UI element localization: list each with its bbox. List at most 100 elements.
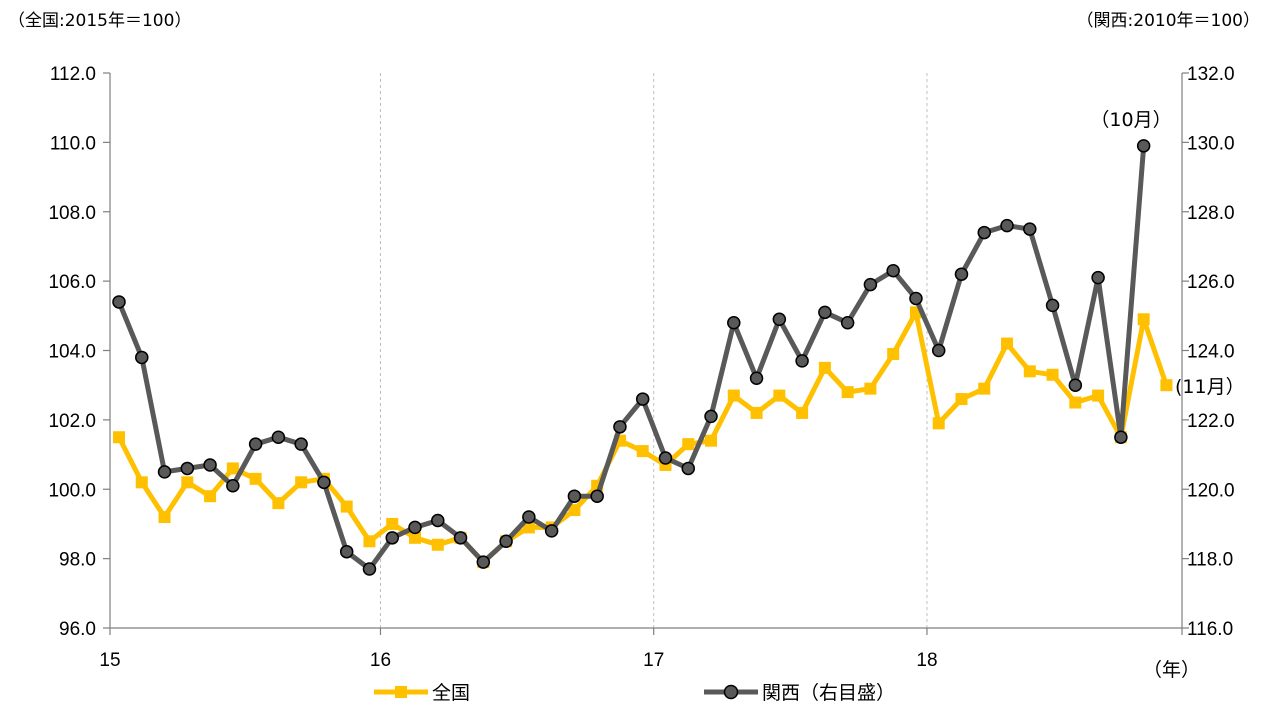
data-point-zenkoku [705,434,718,447]
data-point-kansai [1091,270,1105,285]
data-point-zenkoku [750,406,763,419]
data-point-kansai [1045,298,1060,313]
tick-labels: 96.0 98.0 100.0 102.0 104.0 106.0 108.0 110.0 11… [48,64,1234,671]
right-y-tick-label: 132.0 [1187,64,1235,85]
data-point-zenkoku [841,386,854,399]
data-point-zenkoku [1001,337,1014,350]
data-point-kansai [909,291,923,306]
data-point-zenkoku [135,476,148,489]
data-point-zenkoku [1069,396,1082,409]
data-point-kansai [1000,218,1014,233]
x-tick-label: 15 [99,650,120,671]
data-point-kansai [863,277,878,292]
data-point-kansai [954,267,969,281]
data-point-kansai [317,475,331,490]
legend-item-kansai: 関西（右目盛） [704,682,895,704]
data-point-kansai [749,371,764,385]
data-point-zenkoku [636,445,649,458]
data-point-kansai [886,263,900,278]
data-point-zenkoku [682,438,695,451]
legend: 全国 関西（右目盛） [374,682,895,704]
data-point-zenkoku [295,476,308,489]
right-y-tick-label: 126.0 [1187,272,1235,293]
x-tick-label: 18 [916,650,937,671]
data-point-kansai [681,461,695,476]
data-point-zenkoku [363,535,376,548]
legend-marker-kansai [723,684,739,700]
data-point-zenkoku [1023,365,1036,378]
left-y-tick-label: 112.0 [50,64,96,85]
data-point-zenkoku [158,511,171,523]
data-point-kansai [408,520,422,535]
data-point-zenkoku [978,382,991,395]
left-y-tick-label: 96.0 [59,619,96,640]
data-point-zenkoku [932,417,945,430]
data-point-kansai [1114,430,1128,444]
annotation-october: （10月） [1090,109,1171,131]
data-point-kansai [180,461,195,476]
data-point-zenkoku [272,497,285,510]
data-point-zenkoku [204,490,217,503]
data-point-kansai [453,531,468,545]
legend-label-kansai: 関西（右目盛） [762,682,895,704]
data-point-zenkoku [386,517,399,530]
left-y-tick-label: 100.0 [48,480,96,501]
data-point-kansai [795,354,809,368]
data-point-kansai [1068,378,1083,392]
right-axis-unit-label: （関西:2010年＝100） [1077,11,1260,31]
legend-marker-zenkoku [395,686,407,698]
data-point-kansai [362,562,377,576]
data-point-kansai [590,489,604,503]
data-point-kansai [294,437,308,451]
data-point-kansai [544,524,559,538]
left-y-tick-label: 104.0 [48,342,96,363]
left-y-tick-label: 108.0 [48,203,96,224]
data-point-zenkoku [431,538,444,551]
series-layer [112,139,1173,576]
data-point-kansai [157,465,172,479]
data-point-kansai [977,225,992,240]
data-point-zenkoku [796,406,809,419]
axes [103,72,1189,635]
data-point-zenkoku [1160,379,1173,392]
vertical-gridlines [379,73,928,628]
data-point-zenkoku [568,504,581,517]
data-point-kansai [704,409,718,424]
data-point-kansai [1023,222,1037,236]
data-point-zenkoku [181,476,194,489]
data-point-kansai [271,430,286,444]
legend-item-zenkoku: 全国 [374,682,470,704]
left-axis-unit-label: （全国:2015年＝100） [8,11,191,31]
right-y-tick-label: 130.0 [1187,133,1235,154]
right-y-tick-label: 122.0 [1187,411,1235,432]
data-point-zenkoku [340,500,353,513]
data-point-kansai [522,510,536,524]
right-y-tick-label: 124.0 [1187,342,1235,363]
data-point-zenkoku [113,431,125,444]
left-y-tick-label: 102.0 [48,411,96,432]
data-point-kansai [613,420,627,434]
data-point-zenkoku [864,382,877,395]
data-point-kansai [567,489,582,503]
data-point-zenkoku [249,472,262,485]
data-point-kansai [635,392,650,406]
x-axis-unit-label: （年） [1143,659,1200,681]
data-point-kansai [226,479,240,493]
data-point-zenkoku [1092,389,1105,402]
data-point-zenkoku [818,361,831,374]
data-point-zenkoku [773,389,786,402]
data-point-kansai [727,316,741,330]
data-point-kansai [135,350,149,365]
data-point-kansai [385,531,399,545]
data-point-kansai [499,534,513,549]
data-point-kansai [818,305,832,320]
data-point-kansai [931,343,946,358]
data-point-kansai [248,437,263,451]
data-point-kansai [112,295,126,309]
data-point-zenkoku [727,389,740,402]
series-line-kansai [116,145,1147,572]
data-point-kansai [431,513,445,528]
left-y-tick-label: 110.0 [50,133,96,154]
annotation-november: (11月） [1175,376,1245,398]
data-point-kansai [1136,139,1151,153]
